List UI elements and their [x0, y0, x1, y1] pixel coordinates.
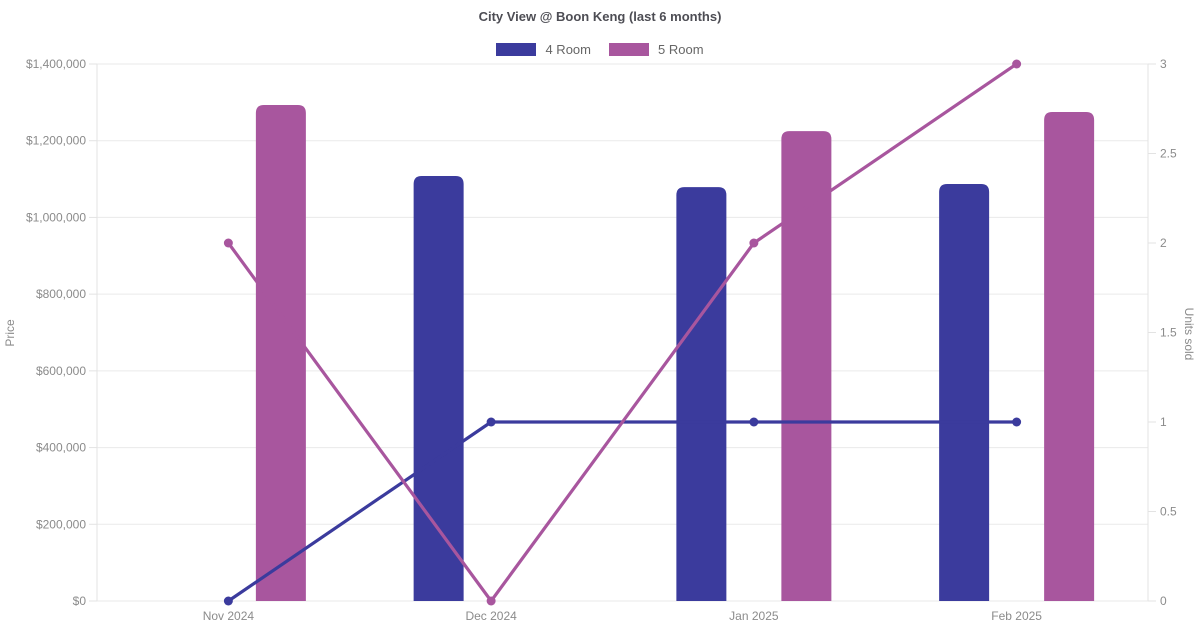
legend-swatch-5-room [609, 43, 649, 56]
y-axis-tick-label: $1,200,000 [26, 134, 86, 148]
right-axis-tick-label: 2.5 [1160, 147, 1177, 161]
y-axis-tick-label: $200,000 [36, 517, 86, 531]
y-axis-tick-label: $0 [73, 594, 87, 608]
bar-4-room-dec-2024[interactable] [413, 176, 464, 601]
legend: 4 Room 5 Room [0, 42, 1200, 57]
legend-item-4-room[interactable]: 4 Room [496, 42, 591, 57]
chart-title: City View @ Boon Keng (last 6 months) [478, 9, 722, 24]
right-axis-tick-label: 0.5 [1160, 505, 1177, 519]
point-4-room-dec-2024[interactable] [486, 417, 496, 427]
x-axis-tick-label: Nov 2024 [203, 609, 255, 623]
legend-label-5-room: 5 Room [658, 42, 704, 57]
bar-4-room-feb-2025[interactable] [939, 184, 990, 601]
right-axis-tick-label: 1 [1160, 415, 1167, 429]
point-5-room-feb-2025[interactable] [1012, 59, 1022, 69]
y-axis-tick-label: $1,000,000 [26, 210, 86, 224]
bar-5-room-jan-2025[interactable] [781, 131, 832, 601]
x-axis-tick-label: Dec 2024 [465, 609, 517, 623]
bar-5-room-feb-2025[interactable] [1044, 111, 1095, 602]
line-5-room [226, 62, 1019, 603]
x-axis-tick-label: Jan 2025 [729, 609, 779, 623]
y-axis-tick-label: $800,000 [36, 287, 86, 301]
y-axis-tick-label: $1,400,000 [26, 57, 86, 71]
point-4-room-jan-2025[interactable] [749, 417, 759, 427]
right-axis-tick-label: 1.5 [1160, 326, 1177, 340]
legend-label-4-room: 4 Room [545, 42, 591, 57]
legend-item-5-room[interactable]: 5 Room [609, 42, 704, 57]
right-axis-title: Units sold [1182, 307, 1196, 361]
y-axis-tick-label: $400,000 [36, 441, 86, 455]
left-axis-title: Price [3, 319, 17, 347]
bar-4-room-jan-2025[interactable] [676, 187, 727, 601]
x-axis-tick-label: Feb 2025 [991, 609, 1042, 623]
right-axis-tick-label: 2 [1160, 236, 1167, 250]
y-axis-tick-label: $600,000 [36, 364, 86, 378]
point-5-room-dec-2024[interactable] [486, 596, 496, 606]
point-5-room-jan-2025[interactable] [749, 238, 759, 248]
point-4-room-nov-2024[interactable] [223, 596, 233, 606]
right-axis-tick-label: 0 [1160, 594, 1167, 608]
bar-5-room-nov-2024[interactable] [255, 105, 306, 601]
line-4-room [226, 420, 1019, 603]
legend-swatch-4-room [496, 43, 537, 56]
right-axis-tick-label: 3 [1160, 57, 1167, 71]
point-4-room-feb-2025[interactable] [1012, 417, 1022, 427]
point-5-room-nov-2024[interactable] [223, 238, 233, 248]
